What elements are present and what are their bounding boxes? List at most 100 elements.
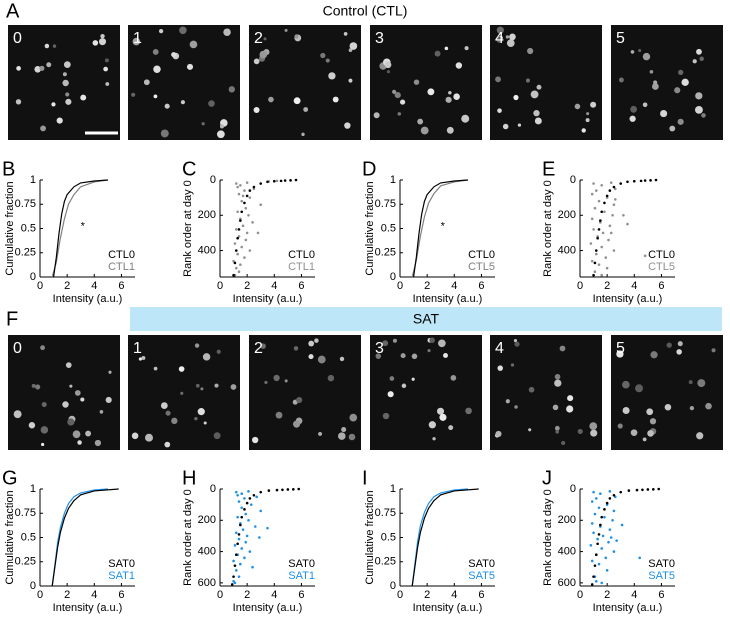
point — [608, 497, 612, 500]
point — [249, 503, 253, 506]
x-axis-label: Intensity (a.u.) — [593, 293, 663, 305]
x-tick-label: 2 — [64, 280, 70, 292]
point — [259, 182, 263, 185]
point — [643, 254, 647, 258]
legend-entry: SAT0 — [648, 558, 675, 570]
point — [590, 500, 594, 503]
cell-spot — [664, 403, 672, 411]
point — [237, 228, 241, 231]
cell-spot — [427, 349, 431, 353]
cell-spot — [695, 92, 703, 100]
point — [247, 490, 250, 493]
cell-spot — [216, 130, 225, 139]
point — [259, 203, 263, 206]
cell-spot — [145, 433, 153, 442]
cell-spot — [105, 396, 112, 404]
point — [240, 245, 244, 249]
cell-spot — [180, 391, 184, 395]
cell-spot — [228, 86, 236, 93]
cell-spot — [443, 353, 448, 358]
cell-spot — [450, 375, 457, 381]
x-axis-label: Intensity (a.u.) — [233, 602, 303, 614]
point — [248, 189, 252, 192]
x-tick-label: 2 — [424, 280, 430, 292]
point — [594, 497, 598, 500]
cell-spot — [674, 87, 681, 94]
x-tick-label: 4 — [451, 589, 457, 601]
image-frame — [128, 335, 240, 450]
cell-spot — [253, 58, 260, 65]
y-tick-label: 400 — [558, 545, 576, 557]
image-frame — [490, 25, 602, 140]
frame-label: 5 — [616, 340, 625, 357]
cell-spot — [263, 37, 267, 41]
cell-spot — [681, 78, 689, 87]
cell-spot — [677, 341, 683, 347]
point — [632, 179, 636, 183]
panel-title: Control (CTL) — [323, 3, 408, 19]
x-tick-label: 2 — [424, 589, 430, 601]
y-tick-label: 600 — [198, 577, 216, 589]
cell-spot — [439, 413, 447, 421]
y-tick-label: 0.5 — [381, 531, 396, 543]
cell-spot — [577, 428, 583, 435]
y-tick-label: 0.5 — [381, 222, 396, 234]
cell-spot — [230, 384, 237, 390]
point — [643, 179, 647, 182]
point — [237, 235, 241, 238]
point — [609, 536, 613, 539]
cell-spot — [509, 33, 516, 41]
frame-label: 0 — [13, 340, 22, 357]
cell-spot — [41, 401, 47, 408]
cell-spot — [696, 432, 704, 440]
cell-spot — [586, 112, 590, 116]
point — [234, 569, 238, 572]
cell-spot — [617, 423, 623, 429]
cell-spot — [502, 123, 509, 130]
point — [234, 531, 238, 535]
point — [234, 490, 238, 494]
cell-spot — [677, 118, 684, 125]
cell-spot — [77, 440, 82, 445]
point — [272, 179, 276, 183]
cell-spot — [527, 47, 534, 55]
point — [590, 259, 594, 263]
cell-spot — [622, 406, 630, 415]
cell-spot — [219, 124, 224, 129]
cell-spot — [308, 340, 315, 347]
y-tick-label: 0 — [570, 174, 576, 186]
point — [608, 189, 612, 192]
cell-spot — [561, 440, 566, 445]
point — [608, 528, 612, 531]
point — [599, 492, 602, 495]
point — [605, 194, 609, 198]
point — [639, 179, 643, 183]
frame-label: 3 — [375, 340, 384, 357]
cell-spot — [495, 76, 501, 83]
cell-spot — [567, 395, 574, 402]
x-tick-label: 4 — [91, 280, 97, 292]
cell-spot — [699, 56, 704, 62]
cell-spot — [434, 50, 441, 57]
cell-spot — [695, 105, 703, 114]
cell-spot — [348, 78, 353, 83]
cell-spot — [171, 417, 178, 425]
cell-spot — [581, 128, 586, 133]
y-tick-label: 0.25 — [375, 247, 396, 259]
cell-spot — [80, 94, 87, 101]
cell-spot — [103, 66, 108, 72]
point — [256, 231, 260, 235]
point — [237, 192, 241, 196]
cdf-line — [52, 179, 108, 278]
x-tick-label: 6 — [478, 280, 484, 292]
cell-spot — [514, 405, 518, 409]
cell-spot — [448, 90, 452, 95]
y-axis-label: Cumulative fraction — [364, 181, 376, 275]
cell-spot — [382, 412, 390, 420]
cell-spot — [40, 345, 45, 351]
point — [607, 238, 610, 242]
point — [248, 497, 252, 500]
frame-label: 1 — [133, 30, 142, 47]
point — [600, 547, 604, 550]
